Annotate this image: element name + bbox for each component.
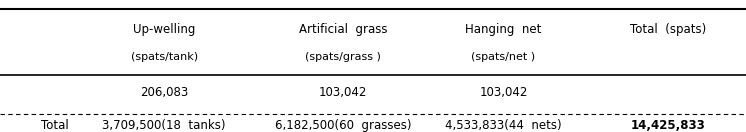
- Text: Up-welling: Up-welling: [133, 23, 195, 36]
- Text: 103,042: 103,042: [480, 86, 527, 99]
- Text: Total: Total: [41, 119, 69, 132]
- Text: (spats/tank): (spats/tank): [131, 52, 198, 62]
- Text: 4,533,833(44  nets): 4,533,833(44 nets): [445, 119, 562, 132]
- Text: 6,182,500(60  grasses): 6,182,500(60 grasses): [275, 119, 411, 132]
- Text: (spats/net ): (spats/net ): [471, 52, 536, 62]
- Text: Hanging  net: Hanging net: [466, 23, 542, 36]
- Text: 14,425,833: 14,425,833: [630, 119, 705, 132]
- Text: (spats/grass ): (spats/grass ): [305, 52, 381, 62]
- Text: 206,083: 206,083: [140, 86, 188, 99]
- Text: 3,709,500(18  tanks): 3,709,500(18 tanks): [102, 119, 226, 132]
- Text: Artificial  grass: Artificial grass: [299, 23, 387, 36]
- Text: Total  (spats): Total (spats): [630, 23, 706, 36]
- Text: 103,042: 103,042: [319, 86, 367, 99]
